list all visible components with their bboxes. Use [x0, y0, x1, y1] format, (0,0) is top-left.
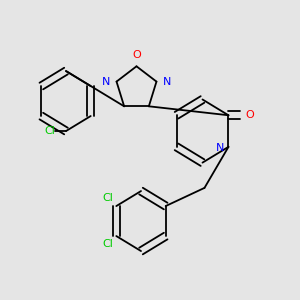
Text: Cl: Cl — [102, 239, 113, 249]
Text: Cl: Cl — [45, 126, 56, 136]
Text: Cl: Cl — [102, 193, 113, 203]
Text: N: N — [216, 143, 224, 153]
Text: O: O — [132, 50, 141, 60]
Text: O: O — [245, 110, 254, 120]
Text: N: N — [102, 76, 110, 87]
Text: N: N — [163, 76, 171, 87]
